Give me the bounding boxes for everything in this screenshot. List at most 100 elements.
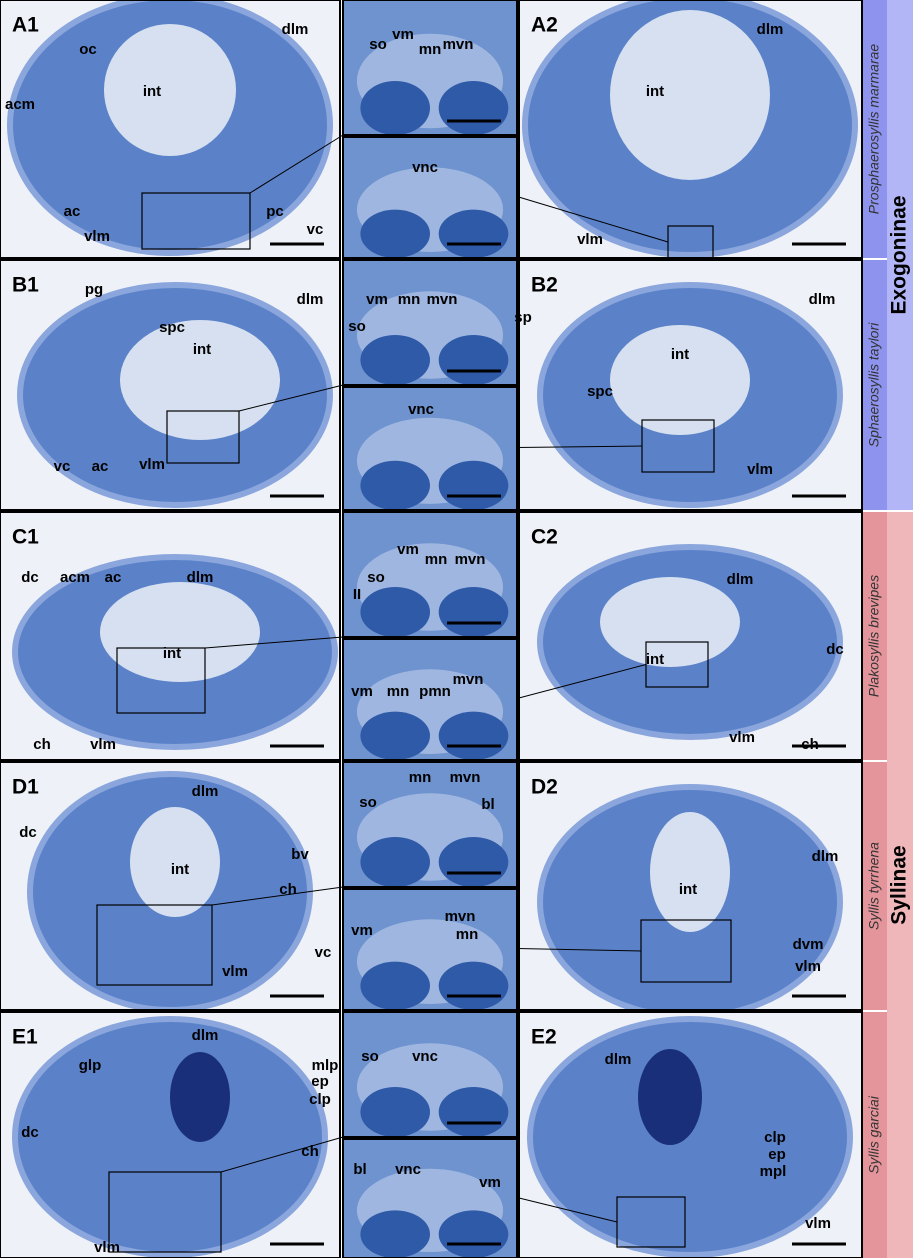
figure: A1ocintdlmacmacvlmpcvcsovmmnmvnvncA2dlmi…: [0, 0, 913, 1258]
panel-label: C1: [12, 526, 39, 549]
tissue: [439, 1210, 509, 1258]
tissue: [360, 712, 430, 760]
tissue: [360, 1087, 430, 1137]
annotation: ch: [33, 736, 51, 753]
annotation: vlm: [729, 729, 755, 746]
annotation: dvm: [793, 936, 824, 953]
annotation: dlm: [297, 291, 324, 308]
panel-label: C2: [531, 526, 558, 549]
annotation: int: [193, 341, 211, 358]
annotation: vlm: [805, 1215, 831, 1232]
species-name: Syllis tyrrhena: [866, 842, 882, 930]
annotation: ch: [301, 1143, 319, 1160]
annotation: bv: [291, 846, 309, 863]
annotation: glp: [79, 1057, 102, 1074]
annotation: oc: [79, 41, 97, 58]
annotation: mn: [419, 41, 442, 58]
annotation: sp: [514, 309, 532, 326]
annotation: vnc: [408, 401, 434, 418]
annotation: bl: [353, 1161, 366, 1178]
tissue: [439, 81, 509, 135]
annotation: vm: [392, 26, 414, 43]
tissue: [360, 837, 430, 887]
annotation: vm: [479, 1174, 501, 1191]
annotation: ch: [279, 881, 297, 898]
tissue: [439, 461, 509, 510]
tissue: [530, 1019, 850, 1255]
annotation: vlm: [747, 461, 773, 478]
annotation: acm: [5, 96, 35, 113]
annotation: vm: [397, 541, 419, 558]
annotation: ac: [105, 569, 122, 586]
annotation: int: [646, 83, 664, 100]
annotation: vlm: [94, 1239, 120, 1256]
species-name: Syllis garciai: [866, 1095, 882, 1174]
annotation: bl: [481, 796, 494, 813]
annotation: int: [679, 881, 697, 898]
annotation: dlm: [809, 291, 836, 308]
annotation: clp: [764, 1129, 786, 1146]
panel-label: D1: [12, 776, 39, 799]
tissue: [360, 81, 430, 135]
tissue: [638, 1049, 702, 1145]
annotation: pc: [266, 203, 284, 220]
annotation: ep: [768, 1146, 786, 1163]
tissue: [439, 837, 509, 887]
annotation: dc: [826, 641, 844, 658]
annotation: dlm: [192, 1027, 219, 1044]
annotation: so: [359, 794, 377, 811]
annotation: pg: [85, 281, 103, 298]
annotation: dc: [21, 569, 39, 586]
annotation: int: [171, 861, 189, 878]
tissue: [360, 335, 430, 385]
tissue: [610, 10, 770, 180]
annotation: mn: [456, 926, 479, 943]
annotation: so: [369, 36, 387, 53]
tissue: [170, 1052, 230, 1142]
tissue: [360, 1210, 430, 1258]
annotation: vlm: [577, 231, 603, 248]
annotation: mvn: [450, 769, 481, 786]
annotation: dlm: [192, 783, 219, 800]
panel-label: B1: [12, 274, 39, 297]
tissue: [439, 1087, 509, 1137]
annotation: vm: [351, 683, 373, 700]
tissue: [439, 712, 509, 760]
annotation: mn: [409, 769, 432, 786]
annotation: vlm: [795, 958, 821, 975]
annotation: dlm: [605, 1051, 632, 1068]
tissue: [100, 582, 260, 682]
annotation: acm: [60, 569, 90, 586]
annotation: dlm: [757, 21, 784, 38]
annotation: so: [361, 1048, 379, 1065]
annotation: mn: [387, 683, 410, 700]
annotation: so: [348, 318, 366, 335]
annotation: vlm: [84, 228, 110, 245]
annotation: so: [367, 569, 385, 586]
annotation: vm: [366, 291, 388, 308]
annotation: spc: [159, 319, 185, 336]
panel-label: A1: [12, 14, 39, 37]
tissue: [439, 587, 509, 637]
species-name: Plakosyllis brevipes: [866, 575, 882, 697]
tissue: [360, 461, 430, 510]
annotation: vnc: [412, 159, 438, 176]
panel-label: D2: [531, 776, 558, 799]
annotation: ch: [801, 736, 819, 753]
subfamily-name: Exogoninae: [888, 195, 911, 314]
panel-label: A2: [531, 14, 558, 37]
panel-label: E2: [531, 1026, 557, 1049]
tissue: [360, 587, 430, 637]
tissue: [439, 335, 509, 385]
annotation: mpl: [760, 1163, 787, 1180]
tissue: [360, 962, 430, 1010]
annotation: mvn: [427, 291, 458, 308]
annotation: pmn: [419, 683, 451, 700]
annotation: mvn: [443, 36, 474, 53]
annotation: dlm: [187, 569, 214, 586]
annotation: int: [143, 83, 161, 100]
annotation: vnc: [412, 1048, 438, 1065]
panel-label: E1: [12, 1026, 38, 1049]
annotation: vm: [351, 922, 373, 939]
annotation: vc: [307, 221, 324, 238]
